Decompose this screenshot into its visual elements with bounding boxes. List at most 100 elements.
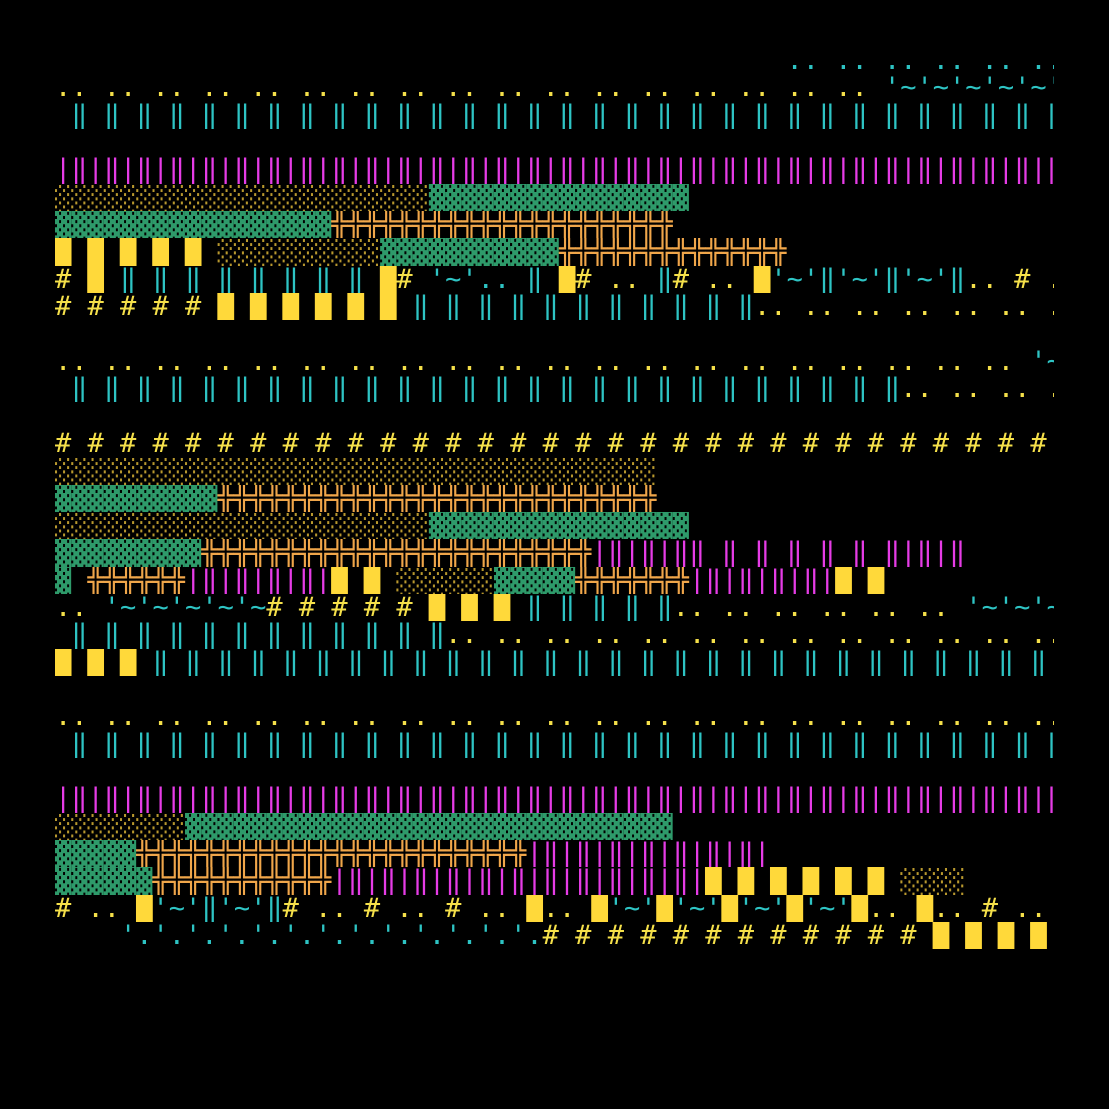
terrain-segment: ░░░░░░░░░░░░░░░░░░░░░░░ bbox=[55, 511, 429, 540]
terrain-segment: ▓▓▓▓▓▓▓▓▓▓▓▓▓▓▓▓▓ bbox=[55, 211, 332, 239]
terrain-segment: |‖|‖|‖|‖|‖|‖|‖|‖|‖|‖|‖| bbox=[331, 867, 706, 895]
terrain-segment: ‖ ‖ ‖ ‖ ‖ ‖ ‖ ‖ ‖ ‖ ‖ ‖ ‖ ‖ ‖ ‖ ‖ ‖ ‖ ‖ … bbox=[55, 375, 901, 403]
terrain-segment: ‖ ‖ ‖ ‖ ‖ ‖ ‖ ‖ ‖ ‖ ‖ ‖ ‖ ‖ ‖ ‖ ‖ ‖ ‖ ‖ … bbox=[71, 730, 1054, 758]
terrain-row bbox=[55, 676, 1054, 703]
terrain-segment: █ bbox=[526, 894, 543, 922]
terrain-segment: .. .. .. .. .. .. .. .. .. .. .. .. .. .… bbox=[55, 703, 1054, 731]
terrain-segment: ░░░░░░░░░░ bbox=[217, 238, 381, 266]
terrain-row: # .. █'~'‖'~'‖# .. # .. # .. █.. █'~'█'~… bbox=[55, 895, 1054, 922]
terrain-segment: |‖|‖|‖|‖|‖|‖|‖|‖|‖|‖|‖|‖|‖|‖|‖|‖|‖|‖|‖|‖… bbox=[55, 785, 1054, 813]
terrain-segment: ▓ bbox=[55, 566, 88, 594]
terrain-segment: ▓▓▓▓▓▓▓▓▓ bbox=[55, 539, 202, 567]
terrain-segment: █ █ █ █ █ █ bbox=[932, 922, 1047, 950]
terrain-segment: # # # # # # # # # # # # # # # # # # # # … bbox=[55, 429, 1047, 458]
terrain-row: # █ ‖ ‖ ‖ ‖ ‖ ‖ ‖ ‖ █# '~'.. ‖ █# .. ‖# … bbox=[55, 266, 1054, 293]
terrain-row bbox=[55, 320, 1054, 347]
terrain-segment: # .. bbox=[55, 894, 137, 922]
terrain-segment: .. bbox=[55, 593, 104, 622]
terrain-segment: # .. bbox=[672, 265, 755, 294]
terrain-segment: '~'~'~'~'~'~'~'~'~'~'~'~'~'~'~'~'~'~'~'~… bbox=[884, 74, 1054, 102]
terrain-row: ‖ ‖ ‖ ‖ ‖ ‖ ‖ ‖ ‖ ‖ ‖ ‖ ‖ ‖ ‖ ‖ ‖ ‖ ‖ ‖ … bbox=[55, 731, 1054, 758]
terrain-row: ░░░░░░░░░░░░░░░░░░░░░░░▓▓▓▓▓▓▓▓▓▓▓▓▓▓▓▓ bbox=[55, 184, 1054, 211]
terrain-segment: |‖|‖|‖|‖| bbox=[689, 566, 836, 594]
terrain-segment: # .. # .. # .. bbox=[282, 894, 527, 922]
terrain-segment: ╬╬╬╬╬╬╬╬╬╬╬╬╬╬ bbox=[558, 238, 787, 266]
terrain-segment: ╬╬╬╬╬╬╬╬╬╬╬╬╬╬╬╬╬╬╬╬╬╬╬╬ bbox=[136, 839, 527, 868]
terrain-row: '.'.'.'.'.'.'.'.'.'.'.'.'.# # # # # # # … bbox=[55, 922, 1054, 949]
terrain-row: .. .. .. .. .. .. .. .. .. .. .. .. .. .… bbox=[55, 74, 1054, 101]
terrain-row: # # # # # # # # # # # # # # # # # # # # … bbox=[55, 430, 1054, 457]
terrain-segment: '~'~'~'~'~ bbox=[103, 593, 267, 622]
terrain-segment: █ █ █ █ █ bbox=[55, 238, 218, 266]
terrain-segment: █ █ █ bbox=[55, 648, 153, 676]
terrain-segment: ╬╬╬╬╬╬╬╬╬╬╬╬╬╬╬╬╬╬╬╬╬╬╬╬╬╬╬ bbox=[217, 484, 657, 512]
terrain-segment: █ bbox=[916, 894, 933, 922]
terrain-segment: █ bbox=[87, 265, 121, 294]
terrain-segment: ╬╬╬╬╬╬╬╬╬╬╬╬╬╬╬╬╬╬╬╬╬╬╬╬ bbox=[201, 539, 592, 567]
terrain-segment: .. .. .. .. .. .. .. .. .. .. .. .. bbox=[754, 293, 1054, 321]
terrain-row: ‖ ‖ ‖ ‖ ‖ ‖ ‖ ‖ ‖ ‖ ‖ ‖.. .. .. .. .. ..… bbox=[55, 621, 1054, 648]
terrain-segment: .. .. .. .. .. .. .. .. .. .. .. .. .. .… bbox=[55, 74, 885, 102]
terrain-row bbox=[55, 758, 1054, 785]
terrain-segment: ‖ ‖ ‖ ‖ ‖ ‖ ‖ ‖ ‖ ‖ ‖ ‖ bbox=[55, 621, 446, 649]
terrain-row: ▓▓▓▓▓▓▓▓▓▓▓▓▓▓▓▓▓╬╬╬╬╬╬╬╬╬╬╬╬╬╬╬╬╬╬╬╬╬ bbox=[55, 211, 1054, 238]
terrain-segment: █ █ █ █ █ █ bbox=[217, 293, 413, 321]
terrain-segment: '~' bbox=[672, 894, 722, 922]
terrain-segment: █ bbox=[591, 894, 608, 922]
terrain-segment: |‖|‖|‖|‖| bbox=[185, 566, 332, 594]
terrain-segment: ‖ ‖ ‖ ‖ ‖ ‖ ‖ ‖ ‖ ‖ ‖ bbox=[412, 293, 755, 321]
terrain-segment: ▓▓▓▓▓▓▓▓▓▓▓ bbox=[380, 238, 559, 266]
terrain-row: ▓▓▓▓▓▓╬╬╬╬╬╬╬╬╬╬╬|‖|‖|‖|‖|‖|‖|‖|‖|‖|‖|‖|… bbox=[55, 867, 1054, 894]
terrain-segment: ▓▓▓▓▓▓▓▓▓▓ bbox=[55, 484, 218, 512]
terrain-segment: .. .. .. .. .. .. .. .. .. .. .. .. . bbox=[786, 47, 1054, 75]
terrain-segment: ▓▓▓▓▓ bbox=[493, 566, 576, 594]
terrain-row: ░░░░░░░░▓▓▓▓▓▓▓▓▓▓▓▓▓▓▓▓▓▓▓▓▓▓▓▓▓▓▓▓▓▓ bbox=[55, 813, 1054, 840]
terrain-segment: ‖ ‖ ‖ ‖ ‖ ‖ ‖ ‖ ‖ ‖ ‖ ‖ ‖ ‖ ‖ ‖ ‖ ‖ ‖ ‖ … bbox=[152, 648, 1047, 676]
terrain-segment: ╬╬╬╬╬╬ bbox=[87, 566, 186, 594]
terrain-segment: |‖|‖|‖|‖|‖|‖|‖|‖|‖|‖|‖|‖|‖|‖|‖|‖|‖|‖|‖|‖… bbox=[55, 156, 1054, 184]
terrain-row: ▓▓▓▓▓▓▓▓▓▓╬╬╬╬╬╬╬╬╬╬╬╬╬╬╬╬╬╬╬╬╬╬╬╬╬╬╬ bbox=[55, 485, 1054, 512]
terrain-row: |‖|‖|‖|‖|‖|‖|‖|‖|‖|‖|‖|‖|‖|‖|‖|‖|‖|‖|‖|‖… bbox=[55, 156, 1054, 183]
terrain-segment: ▓▓▓▓▓▓ bbox=[55, 867, 153, 895]
terrain-segment: █ bbox=[786, 894, 803, 922]
terrain-segment: '~'~'~'~'~'~ bbox=[965, 593, 1054, 622]
terrain-segment: █ █ █ bbox=[428, 593, 527, 622]
terrain-row: |‖|‖|‖|‖|‖|‖|‖|‖|‖|‖|‖|‖|‖|‖|‖|‖|‖|‖|‖|‖… bbox=[55, 785, 1054, 812]
terrain-segment: .. .. .. .. .. .. .. .. .. .. .. .. .. .… bbox=[445, 621, 1054, 649]
terrain-segment: |‖|‖|‖|‖|‖|‖|‖| bbox=[526, 839, 771, 868]
terrain-segment: .. # .. # .. # bbox=[932, 894, 1047, 922]
terrain-segment: .. bbox=[867, 894, 917, 922]
terrain-segment: ‖ ‖ ‖ ‖ ‖ ‖ ‖ ‖ bbox=[120, 265, 381, 294]
terrain-segment: .. bbox=[542, 894, 592, 922]
terrain-segment: .. .. .. .. .. .. .. .. .. .. .. .. . bbox=[900, 375, 1054, 403]
terrain-segment: # # # # # bbox=[266, 593, 429, 622]
terrain-segment: ‖ ‖ ‖ ‖ ‖ ‖ ‖ ‖ ‖ ‖ ‖ ‖ ‖ ‖ ‖ ‖ ‖ ‖ ‖ ‖ … bbox=[71, 101, 1054, 130]
terrain-segment: ▓▓▓▓▓ bbox=[55, 839, 137, 868]
terrain-segment: █ █ bbox=[331, 566, 397, 594]
terrain-segment: ▓▓▓▓▓▓▓▓▓▓▓▓▓▓▓▓▓▓▓▓▓▓▓▓▓▓▓▓▓▓ bbox=[185, 812, 673, 840]
terrain-row: █ █ █ █ █ ░░░░░░░░░░▓▓▓▓▓▓▓▓▓▓▓╬╬╬╬╬╬╬╬╬… bbox=[55, 238, 1054, 265]
terrain-segment: .. # .. bbox=[965, 265, 1054, 294]
terrain-segment: █ bbox=[380, 265, 397, 294]
terrain-segment: ‖ bbox=[656, 265, 673, 294]
terrain-row bbox=[55, 402, 1054, 429]
terrain-segment: '.'.'.'.'.'.'.'.'.'.'.'.'. bbox=[55, 922, 543, 950]
terrain-segment: ‖ ‖ ‖ ‖ ‖ bbox=[526, 593, 673, 622]
terrain-segment: ░░░░░░░░ bbox=[55, 812, 186, 840]
terrain-row: ░░░░░░░░░░░░░░░░░░░░░░░░░░░░░░░░░░░░░ bbox=[55, 457, 1054, 484]
terrain-segment: .. .. .. .. .. .. .. .. .. .. .. .. .. .… bbox=[55, 347, 1031, 376]
terrain-segment: █ bbox=[656, 894, 673, 922]
terrain-segment: ▓▓▓▓▓▓▓▓▓▓▓▓▓▓▓▓ bbox=[428, 511, 689, 540]
ascii-terrain-grid: .. .. .. .. .. .. .. .. .. .. .. .. ... … bbox=[55, 47, 1054, 1059]
terrain-row: # # # # # █ █ █ █ █ █ ‖ ‖ ‖ ‖ ‖ ‖ ‖ ‖ ‖ … bbox=[55, 293, 1054, 320]
terrain-row: .. '~'~'~'~'~# # # # # █ █ █ ‖ ‖ ‖ ‖ ‖..… bbox=[55, 594, 1054, 621]
terrain-segment: ░░░░░░░░░░░░░░░░░░░░░░░ bbox=[55, 183, 429, 212]
terrain-segment: '~' bbox=[607, 894, 657, 922]
terrain-row: ░░░░░░░░░░░░░░░░░░░░░░░▓▓▓▓▓▓▓▓▓▓▓▓▓▓▓▓ bbox=[55, 512, 1054, 539]
terrain-segment: # # # # # bbox=[55, 293, 218, 321]
terrain-segment: ╬╬╬╬╬╬╬╬╬╬╬╬╬╬╬╬╬╬╬╬╬ bbox=[331, 211, 673, 239]
terrain-segment: # # # # # # # # # # # # bbox=[542, 922, 933, 950]
terrain-segment: ░░░░ bbox=[900, 867, 966, 895]
terrain-segment: █ bbox=[754, 265, 771, 294]
